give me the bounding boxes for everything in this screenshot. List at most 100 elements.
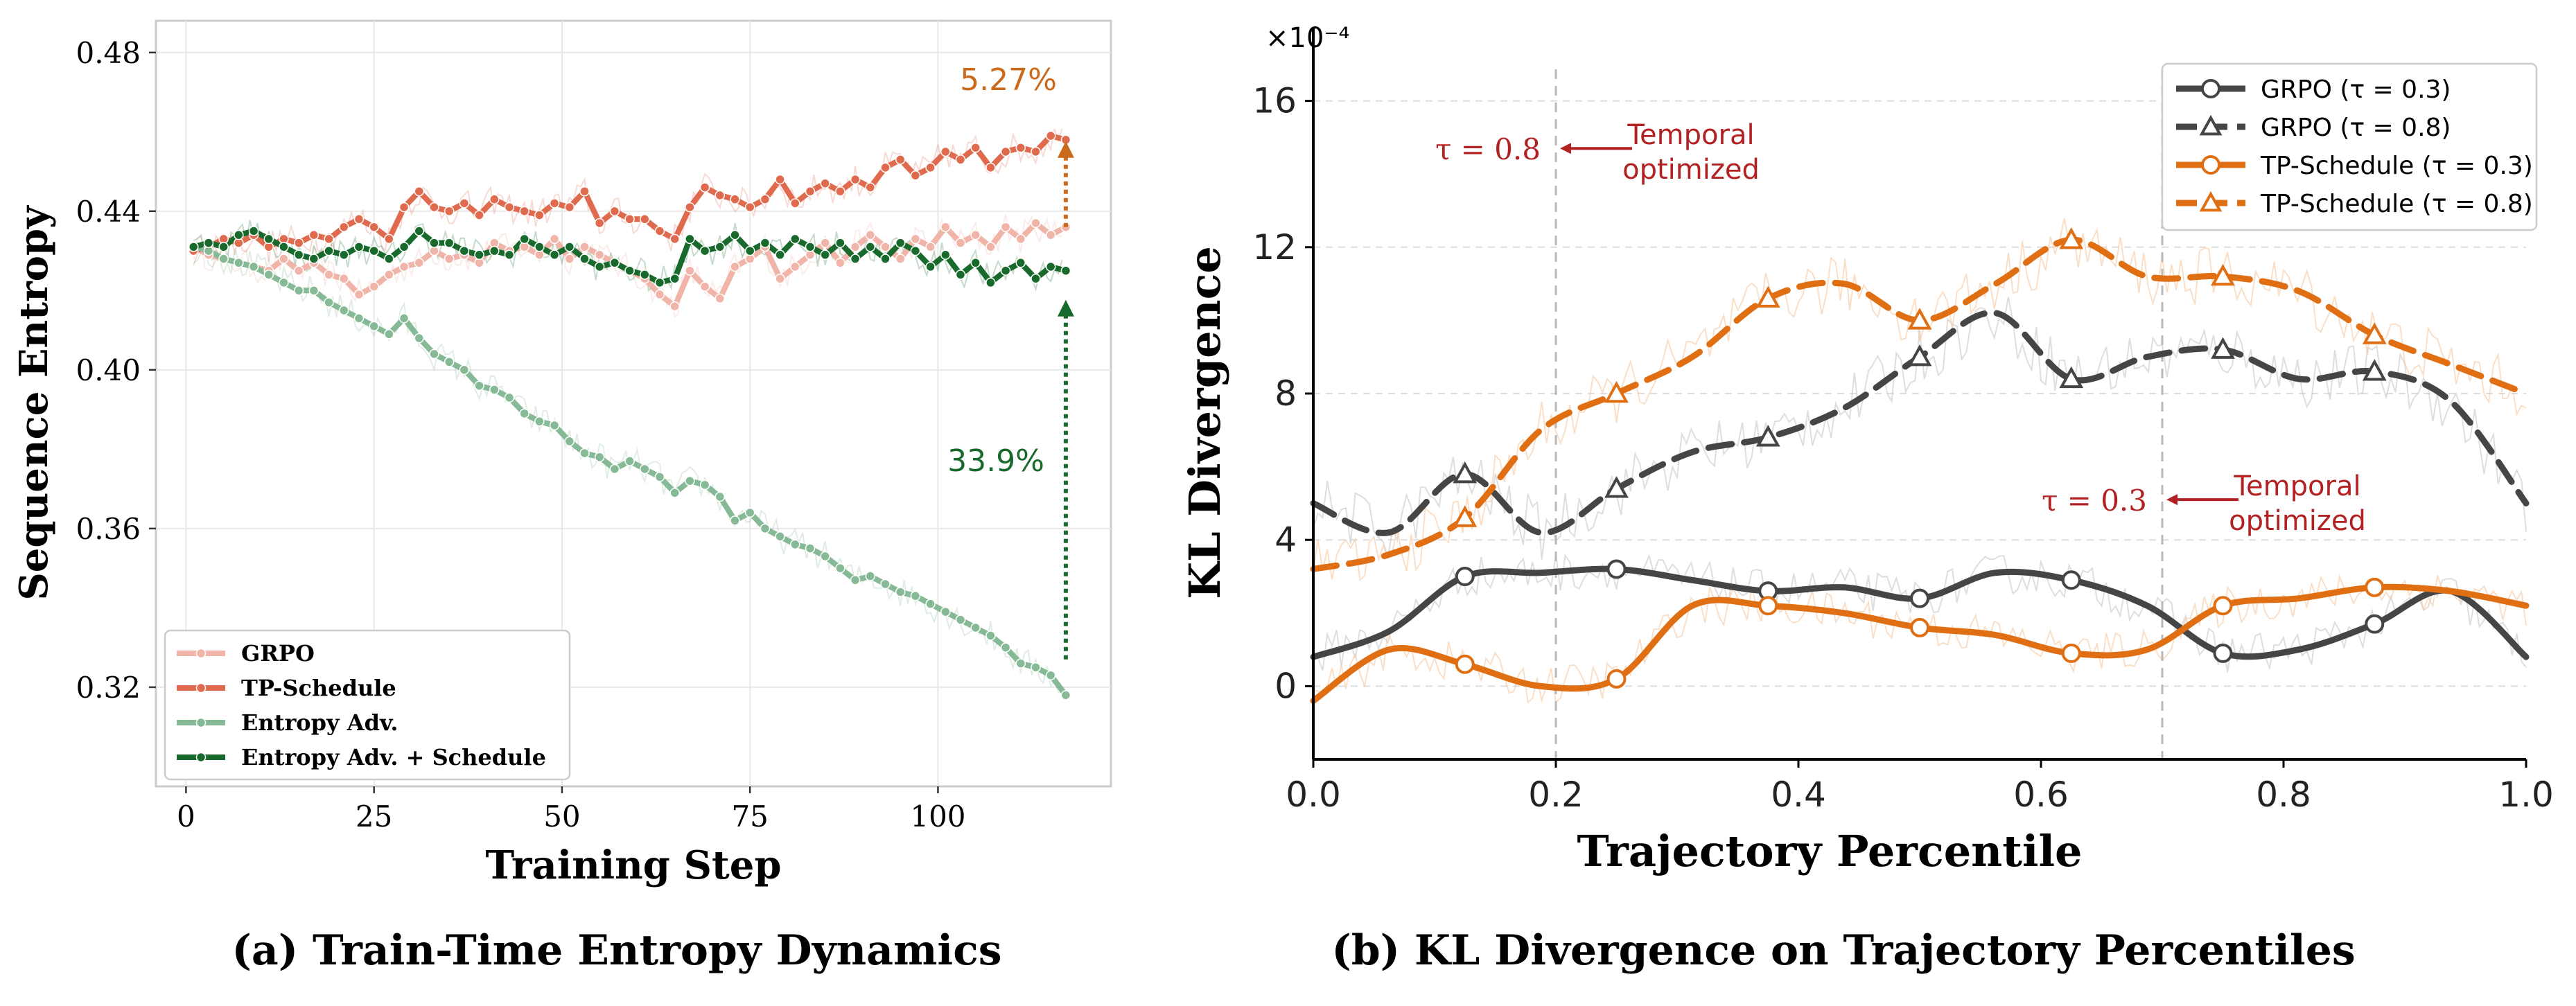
y-tick-label-a: 0.36	[76, 512, 141, 546]
data-point-a-3	[1031, 273, 1041, 284]
x-tick-label-b: 0.6	[2013, 775, 2069, 815]
legend-marker-a-2	[195, 717, 207, 728]
marker-b-3	[1755, 285, 1780, 308]
data-point-a-0	[1031, 218, 1041, 229]
data-point-a-2	[519, 408, 529, 419]
y-tick-label-b: 4	[1274, 520, 1297, 560]
data-point-a-0	[850, 242, 861, 252]
marker-b-0	[1910, 588, 1929, 608]
marker-b-3	[2362, 322, 2387, 344]
data-point-a-3	[880, 254, 891, 264]
data-point-a-1	[940, 146, 951, 157]
marker-b-1	[2211, 337, 2235, 359]
data-point-a-3	[744, 245, 755, 256]
data-point-a-3	[579, 254, 590, 264]
data-point-a-1	[324, 233, 334, 245]
data-point-a-3	[218, 242, 229, 252]
marker-b-2	[1758, 596, 1778, 616]
data-point-a-1	[970, 142, 981, 153]
y-tick-label-b: 12	[1252, 227, 1297, 267]
data-point-a-1	[760, 194, 771, 204]
data-point-a-0	[730, 261, 740, 272]
data-point-a-0	[414, 257, 425, 268]
legend-marker-b-3	[2199, 191, 2223, 212]
scale-label-b: ×10⁻⁴	[1265, 22, 1350, 54]
marker-b-1	[1755, 425, 1780, 447]
y-tick-labels-a: 0.32 0.36 0.40 0.44 0.48	[76, 36, 156, 705]
data-point-a-0	[1015, 233, 1026, 245]
data-point-a-2	[699, 479, 710, 491]
x-tick-label-a: 0	[177, 800, 195, 833]
data-point-a-0	[669, 301, 680, 312]
data-point-a-3	[1000, 265, 1011, 276]
marker-b-1	[1453, 461, 1478, 484]
data-point-a-1	[865, 182, 876, 193]
annotation-text-b-1-1: optimized	[2229, 505, 2366, 537]
data-point-a-2	[1000, 642, 1011, 653]
marker-b-1	[2059, 366, 2084, 389]
legend-box-a	[164, 629, 571, 781]
data-point-a-1	[669, 233, 680, 245]
data-point-a-2	[910, 590, 921, 601]
marker-b-0	[2365, 614, 2385, 634]
data-point-a-0	[339, 273, 349, 284]
x-tick-label-a: 75	[731, 800, 768, 833]
data-point-a-1	[654, 226, 665, 236]
data-point-a-1	[955, 155, 966, 165]
data-point-a-2	[564, 436, 575, 447]
data-point-a-2	[1031, 662, 1041, 673]
marker-b-0	[2213, 643, 2233, 663]
data-point-a-1	[609, 206, 620, 217]
legend-b: GRPO (τ = 0.3) GRPO (τ = 0.8) TP-Schedule …	[2161, 62, 2538, 231]
data-point-a-2	[369, 321, 379, 332]
data-point-a-3	[279, 242, 289, 252]
data-point-a-2	[474, 380, 484, 391]
legend-marker-a-1	[195, 682, 207, 694]
data-point-a-2	[624, 456, 635, 466]
legend-label-a-0: GRPO	[241, 640, 315, 667]
data-point-a-2	[234, 257, 244, 268]
data-point-a-3	[609, 257, 620, 268]
x-tick-labels-b: 0.0 0.2 0.4 0.6 0.8 1.0	[1286, 759, 2554, 815]
data-point-a-0	[398, 261, 410, 272]
marker-b-2	[2061, 643, 2081, 663]
data-point-a-3	[970, 257, 981, 268]
data-point-a-1	[880, 162, 891, 173]
marker-b-0	[1606, 559, 1627, 579]
data-point-a-2	[489, 385, 500, 395]
marker-b-3	[1604, 380, 1629, 403]
data-point-a-2	[669, 488, 680, 498]
data-point-a-0	[1045, 229, 1056, 240]
data-point-a-3	[564, 242, 575, 252]
data-point-a-1	[1000, 146, 1011, 157]
data-point-a-2	[384, 329, 394, 339]
annotation-text-b-0-1: optimized	[1622, 154, 1760, 186]
data-point-a-0	[685, 265, 695, 276]
data-point-a-3	[730, 229, 740, 240]
data-point-a-2	[609, 464, 620, 475]
data-point-a-1	[895, 155, 906, 165]
data-point-a-0	[384, 270, 394, 280]
x-tick-label-b: 1.0	[2498, 775, 2554, 815]
data-point-a-2	[940, 606, 951, 617]
data-point-a-3	[504, 249, 515, 261]
data-point-a-1	[414, 186, 425, 197]
data-point-a-0	[654, 289, 665, 300]
data-point-a-1	[353, 214, 365, 224]
data-point-a-1	[925, 162, 936, 173]
data-point-a-2	[218, 254, 229, 264]
legend-label-a-1: TP-Schedule	[241, 675, 396, 701]
data-point-a-2	[775, 531, 785, 542]
y-tick-label-a: 0.44	[76, 195, 141, 229]
data-point-a-2	[339, 305, 349, 316]
data-point-a-0	[970, 229, 981, 240]
legend-marker-b-0	[2201, 79, 2220, 98]
marker-b-1	[1604, 476, 1629, 498]
data-point-a-0	[324, 270, 334, 280]
y-tick-label-b: 0	[1274, 666, 1297, 706]
data-point-a-0	[895, 254, 906, 264]
panel-title-a: (a) Train-Time Entropy Dynamics	[231, 926, 1001, 975]
data-point-a-2	[850, 575, 861, 585]
marker-b-3	[2211, 263, 2235, 286]
data-point-a-1	[504, 202, 515, 213]
